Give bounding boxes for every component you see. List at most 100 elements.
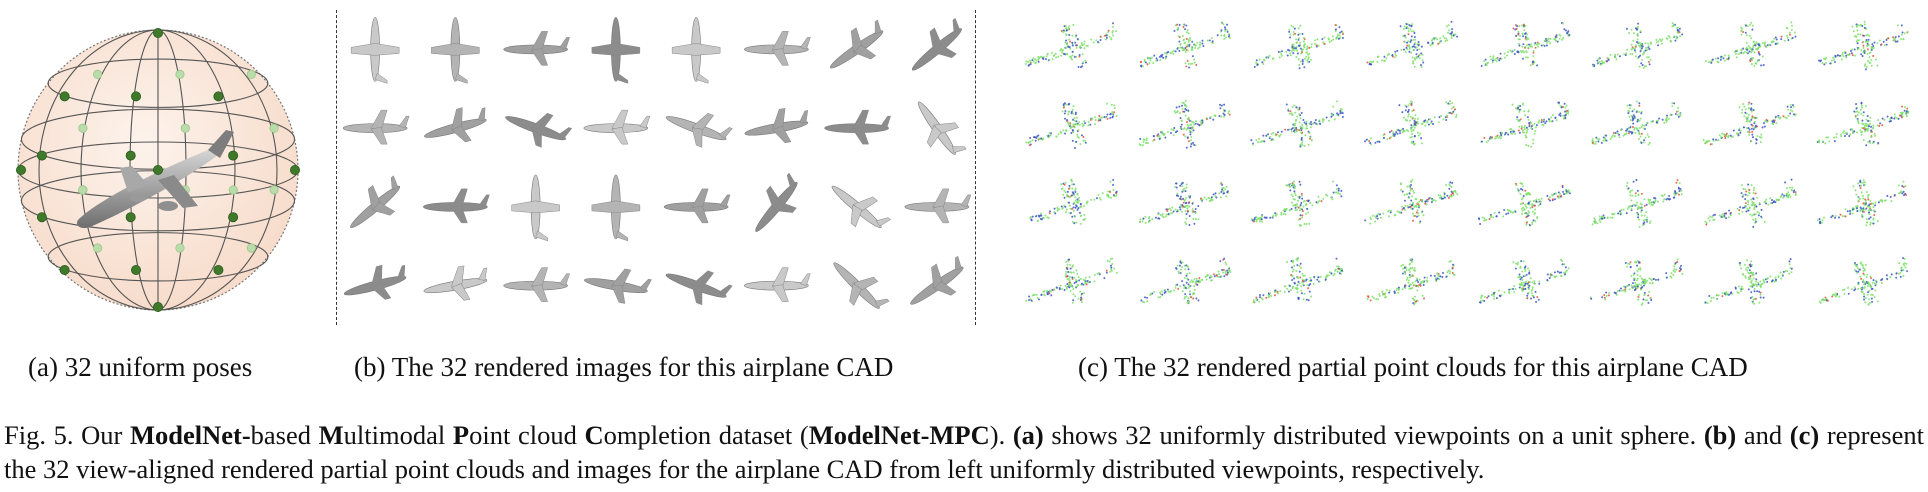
rendered-image-27: [503, 267, 570, 302]
rendered-image-18: [423, 188, 490, 224]
rendered-image-29: [665, 270, 733, 306]
rendered-image-32: [910, 255, 964, 305]
rendered-image-8: [911, 17, 962, 71]
partial-point-cloud-14: [1591, 100, 1682, 146]
rendered-image-23: [831, 185, 891, 229]
rendered-image-6: [744, 31, 811, 66]
viewpoint-5: [213, 264, 224, 275]
viewpoint-20: [269, 123, 279, 133]
partial-point-cloud-12: [1363, 100, 1458, 146]
rendered-image-4: [591, 17, 641, 84]
rendered-image-20: [591, 174, 641, 242]
partial-point-cloud-15: [1702, 101, 1797, 146]
partial-point-cloud-19: [1250, 180, 1343, 227]
uniform-poses-sphere: [8, 20, 308, 320]
subcaption-b: (b) The 32 rendered images for this airp…: [354, 352, 894, 382]
viewpoint-1: [152, 27, 163, 38]
viewpoint-30: [228, 185, 238, 195]
rendered-image-30: [744, 267, 811, 302]
rendered-image-12: [583, 109, 651, 145]
partial-point-cloud-28: [1366, 258, 1456, 306]
rendered-image-10: [424, 107, 487, 143]
viewpoint-29: [152, 164, 163, 175]
viewpoint-9: [36, 212, 47, 223]
rendered-image-19: [511, 174, 560, 242]
rendered-image-16: [917, 101, 967, 155]
partial-point-cloud-18: [1139, 181, 1229, 226]
rendered-image-14: [744, 108, 809, 144]
viewpoint-16: [125, 150, 136, 161]
viewpoint-7: [175, 243, 185, 253]
divider-left: [336, 10, 337, 325]
subcaption-a: (a) 32 uniform poses: [28, 352, 253, 382]
airplane-model: [76, 130, 234, 229]
partial-point-cloud-32: [1818, 257, 1909, 306]
rendered-image-9: [342, 109, 410, 145]
rendered-image-21: [663, 188, 731, 224]
rendered-image-7: [829, 19, 884, 69]
viewpoint-8: [246, 243, 256, 253]
partial-point-cloud-22: [1591, 178, 1683, 228]
point-clouds-svg: [1024, 20, 1910, 306]
viewpoint-10: [125, 212, 136, 223]
partial-point-cloud-10: [1138, 99, 1231, 149]
viewpoint-26: [246, 69, 256, 80]
partial-point-cloud-8: [1818, 20, 1909, 71]
rendered-image-24: [904, 188, 972, 224]
viewpoint-28: [78, 185, 88, 195]
sphere-diagram: [15, 27, 300, 312]
viewpoint-21: [59, 91, 70, 102]
partial-point-cloud-13: [1480, 101, 1570, 148]
partial-point-cloud-26: [1140, 257, 1232, 305]
partial-point-cloud-11: [1250, 100, 1344, 148]
rendered-images-grid: [335, 10, 977, 325]
viewpoint-22: [131, 91, 142, 102]
viewpoint-25: [175, 69, 185, 80]
rendered-image-11: [505, 112, 573, 148]
rendered-image-2: [431, 17, 480, 84]
partial-point-cloud-21: [1478, 182, 1571, 227]
divider-right: [975, 10, 976, 325]
subcaption-c: (c) The 32 rendered partial point clouds…: [1078, 352, 1748, 382]
rendered-image-5: [671, 17, 721, 84]
partial-point-cloud-2: [1139, 21, 1231, 69]
partial-point-cloud-7: [1704, 21, 1797, 67]
viewpoint-14: [269, 185, 279, 195]
viewpoint-24: [92, 69, 103, 80]
partial-point-cloud-3: [1253, 24, 1344, 70]
rendered-image-26: [423, 265, 488, 301]
viewpoint-17: [228, 150, 239, 161]
rendered-image-25: [343, 264, 407, 300]
partial-point-cloud-9: [1025, 102, 1118, 149]
partial-point-cloud-25: [1025, 257, 1118, 304]
rendered-image-17: [350, 175, 401, 229]
partial-point-cloud-29: [1478, 258, 1570, 304]
rendered-images-svg: [342, 17, 972, 309]
rendered-image-3: [503, 31, 570, 66]
partial-point-cloud-1: [1024, 22, 1117, 69]
viewpoint-4: [131, 264, 142, 275]
partial-point-cloud-6: [1591, 22, 1684, 69]
partial-point-cloud-24: [1816, 179, 1907, 227]
back-viewpoints: [78, 69, 279, 253]
figure-caption: Fig. 5. Our ModelNet-based Multimodal Po…: [4, 420, 1924, 484]
partial-point-cloud-5: [1480, 22, 1571, 67]
viewpoint-18: [78, 123, 88, 133]
point-clouds-grid: [1015, 10, 1920, 325]
rendered-image-31: [833, 262, 890, 309]
viewpoint-23: [213, 91, 224, 102]
partial-point-cloud-27: [1252, 257, 1344, 304]
rendered-image-13: [665, 112, 733, 148]
front-viewpoints: [15, 27, 300, 312]
partial-point-cloud-20: [1364, 178, 1459, 225]
partial-point-cloud-16: [1816, 101, 1910, 147]
rendered-image-1: [350, 17, 400, 84]
viewpoint-27: [15, 164, 26, 175]
viewpoint-31: [289, 164, 300, 175]
viewpoint-15: [36, 150, 47, 161]
viewpoint-11: [228, 212, 239, 223]
rendered-image-22: [755, 172, 798, 232]
viewpoint-3: [59, 264, 70, 275]
viewpoint-6: [92, 243, 103, 253]
rendered-image-15: [824, 109, 891, 145]
